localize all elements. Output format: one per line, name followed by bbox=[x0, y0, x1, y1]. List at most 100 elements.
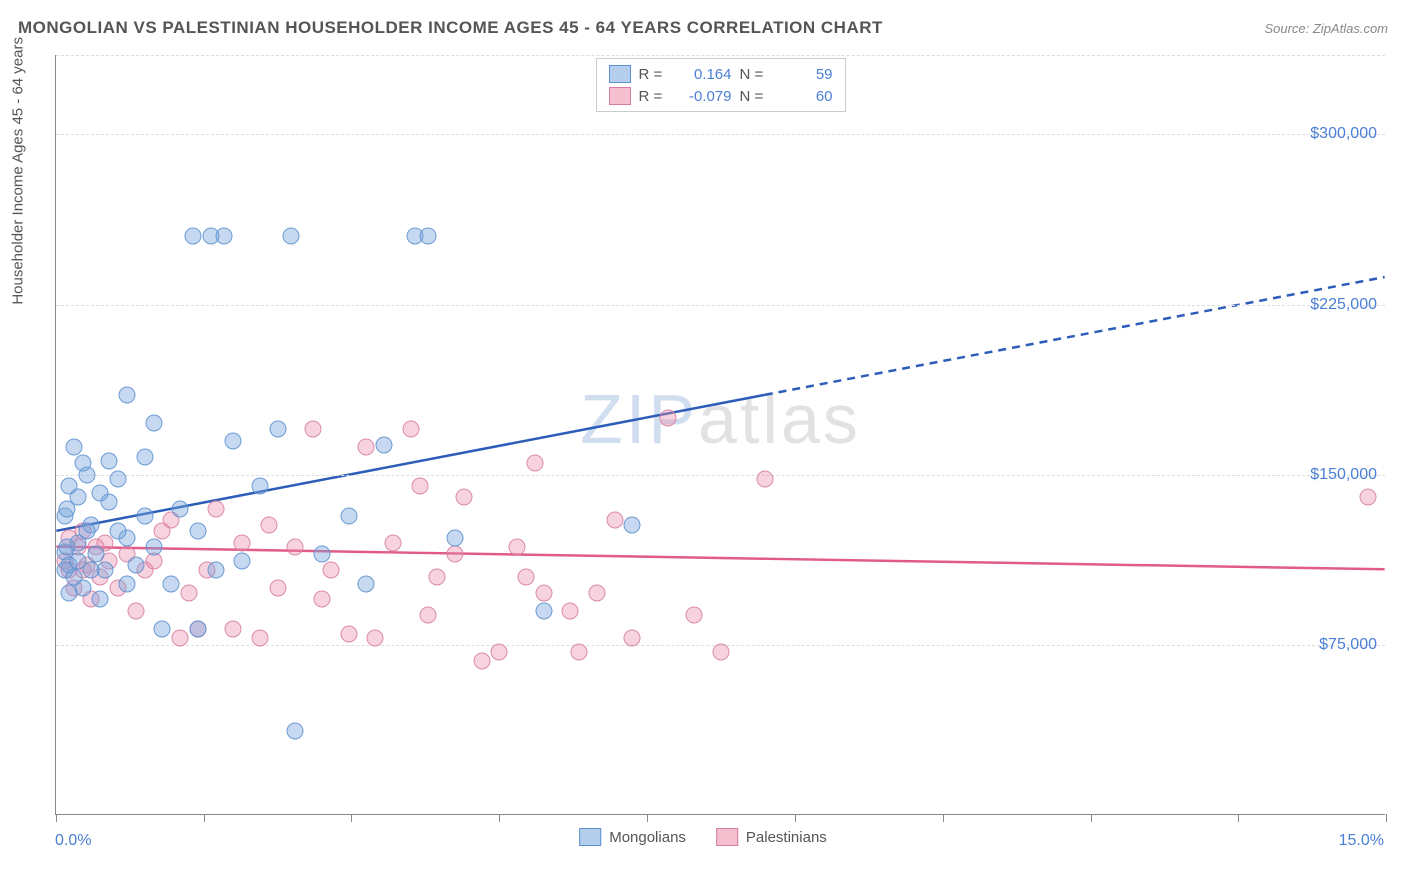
data-point-blue bbox=[287, 723, 304, 740]
data-point-pink bbox=[314, 591, 331, 608]
y-tick-label: $150,000 bbox=[1310, 466, 1377, 484]
data-point-blue bbox=[70, 489, 87, 506]
gridline bbox=[56, 305, 1385, 306]
data-point-pink bbox=[757, 471, 774, 488]
data-point-pink bbox=[509, 539, 526, 556]
data-point-blue bbox=[145, 414, 162, 431]
gridline bbox=[56, 134, 1385, 135]
series-legend: Mongolians Palestinians bbox=[579, 828, 827, 846]
data-point-blue bbox=[189, 620, 206, 637]
gridline bbox=[56, 55, 1385, 56]
legend-item-palestinians: Palestinians bbox=[716, 828, 827, 846]
data-point-pink bbox=[251, 630, 268, 647]
data-point-blue bbox=[207, 561, 224, 578]
data-point-blue bbox=[340, 507, 357, 524]
swatch-pink-icon bbox=[716, 828, 738, 846]
data-point-blue bbox=[225, 432, 242, 449]
data-point-pink bbox=[305, 421, 322, 438]
data-point-pink bbox=[1360, 489, 1377, 506]
x-tick bbox=[204, 814, 205, 822]
data-point-pink bbox=[624, 630, 641, 647]
data-point-blue bbox=[136, 448, 153, 465]
y-axis-title: Householder Income Ages 45 - 64 years bbox=[10, 37, 27, 305]
data-point-blue bbox=[145, 539, 162, 556]
x-axis-min-label: 0.0% bbox=[55, 832, 91, 850]
data-point-pink bbox=[491, 643, 508, 660]
data-point-pink bbox=[260, 516, 277, 533]
data-point-blue bbox=[101, 453, 118, 470]
data-point-blue bbox=[172, 500, 189, 517]
chart-title: MONGOLIAN VS PALESTINIAN HOUSEHOLDER INC… bbox=[18, 18, 883, 38]
data-point-pink bbox=[322, 561, 339, 578]
data-point-blue bbox=[420, 228, 437, 245]
gridline bbox=[56, 475, 1385, 476]
x-tick bbox=[943, 814, 944, 822]
data-point-pink bbox=[686, 607, 703, 624]
legend-item-mongolians: Mongolians bbox=[579, 828, 686, 846]
data-point-blue bbox=[118, 387, 135, 404]
swatch-blue-icon bbox=[579, 828, 601, 846]
data-point-pink bbox=[606, 512, 623, 529]
data-point-pink bbox=[402, 421, 419, 438]
data-point-pink bbox=[571, 643, 588, 660]
data-point-pink bbox=[411, 478, 428, 495]
data-point-blue bbox=[92, 591, 109, 608]
data-point-blue bbox=[314, 546, 331, 563]
data-point-blue bbox=[447, 530, 464, 547]
y-tick-label: $225,000 bbox=[1310, 296, 1377, 314]
scatter-plot: ZIPatlas R = 0.164 N = 59 R = -0.079 N =… bbox=[55, 55, 1385, 815]
y-tick-label: $300,000 bbox=[1310, 125, 1377, 143]
data-point-pink bbox=[420, 607, 437, 624]
data-point-pink bbox=[473, 652, 490, 669]
data-point-blue bbox=[65, 439, 82, 456]
data-point-blue bbox=[92, 484, 109, 501]
x-tick bbox=[499, 814, 500, 822]
data-point-blue bbox=[189, 523, 206, 540]
data-point-pink bbox=[172, 630, 189, 647]
data-point-blue bbox=[269, 421, 286, 438]
x-tick bbox=[351, 814, 352, 822]
data-point-blue bbox=[535, 602, 552, 619]
data-point-blue bbox=[154, 620, 171, 637]
data-point-blue bbox=[87, 546, 104, 563]
data-point-blue bbox=[74, 455, 91, 472]
swatch-blue-icon bbox=[609, 65, 631, 83]
trend-lines bbox=[56, 55, 1385, 814]
data-point-pink bbox=[269, 580, 286, 597]
data-point-pink bbox=[384, 534, 401, 551]
x-tick bbox=[56, 814, 57, 822]
data-point-pink bbox=[207, 500, 224, 517]
data-point-blue bbox=[127, 557, 144, 574]
data-point-pink bbox=[358, 439, 375, 456]
x-tick bbox=[1091, 814, 1092, 822]
data-point-blue bbox=[234, 552, 251, 569]
data-point-blue bbox=[624, 516, 641, 533]
x-axis-max-label: 15.0% bbox=[1339, 832, 1384, 850]
x-tick bbox=[647, 814, 648, 822]
data-point-pink bbox=[713, 643, 730, 660]
data-point-blue bbox=[163, 575, 180, 592]
data-point-pink bbox=[455, 489, 472, 506]
data-point-blue bbox=[358, 575, 375, 592]
x-tick bbox=[795, 814, 796, 822]
data-point-blue bbox=[83, 561, 100, 578]
data-point-blue bbox=[282, 228, 299, 245]
data-point-blue bbox=[376, 437, 393, 454]
data-point-pink bbox=[526, 455, 543, 472]
y-tick-label: $75,000 bbox=[1319, 636, 1377, 654]
legend-row-pink: R = -0.079 N = 60 bbox=[609, 85, 833, 107]
data-point-pink bbox=[287, 539, 304, 556]
legend-row-blue: R = 0.164 N = 59 bbox=[609, 63, 833, 85]
x-tick bbox=[1386, 814, 1387, 822]
data-point-pink bbox=[588, 584, 605, 601]
swatch-pink-icon bbox=[609, 87, 631, 105]
data-point-blue bbox=[110, 523, 127, 540]
data-point-pink bbox=[181, 584, 198, 601]
data-point-pink bbox=[234, 534, 251, 551]
data-point-blue bbox=[185, 228, 202, 245]
data-point-blue bbox=[110, 471, 127, 488]
data-point-pink bbox=[127, 602, 144, 619]
data-point-blue bbox=[216, 228, 233, 245]
data-point-blue bbox=[251, 478, 268, 495]
data-point-pink bbox=[367, 630, 384, 647]
